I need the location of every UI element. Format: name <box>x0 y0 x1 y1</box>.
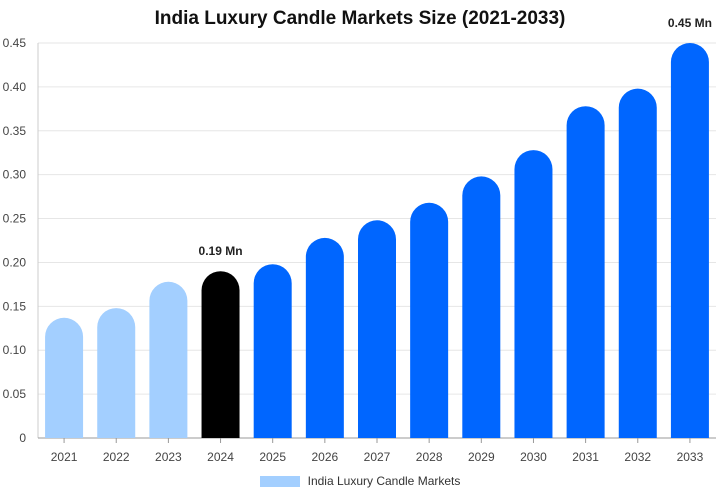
x-tick-label: 2031 <box>572 450 599 464</box>
x-tick-label: 2022 <box>103 450 130 464</box>
y-tick-label: 0.45 <box>3 36 27 50</box>
x-tick-label: 2030 <box>520 450 547 464</box>
y-tick-label: 0 <box>19 431 26 445</box>
y-tick-label: 0.15 <box>3 299 27 313</box>
bar-2033 <box>670 43 709 438</box>
bar-2027 <box>358 220 396 438</box>
chart-title: India Luxury Candle Markets Size (2021-2… <box>154 8 566 29</box>
y-tick-label: 0.20 <box>3 255 27 269</box>
bar-2023 <box>149 281 188 438</box>
bar-2031 <box>566 106 605 438</box>
y-tick-label: 0.25 <box>3 212 27 226</box>
x-tick-label: 2021 <box>51 450 78 464</box>
legend: India Luxury Candle Markets <box>0 474 720 488</box>
x-tick-label: 2027 <box>364 450 391 464</box>
x-tick-label: 2025 <box>259 450 286 464</box>
x-tick-label: 2023 <box>155 450 182 464</box>
x-tick-label: 2032 <box>624 450 651 464</box>
y-tick-label: 0.30 <box>3 168 27 182</box>
legend-swatch <box>259 475 300 487</box>
y-tick-label: 0.10 <box>3 343 27 357</box>
y-tick-label: 0.35 <box>3 124 27 138</box>
bar-2021 <box>45 317 84 438</box>
x-tick-label: 2026 <box>311 450 338 464</box>
legend-label: India Luxury Candle Markets <box>307 474 461 488</box>
data-label: 0.19 Mn <box>199 244 243 258</box>
x-tick-label: 2029 <box>468 450 495 464</box>
x-tick-label: 2028 <box>416 450 443 464</box>
bar-2032 <box>618 88 657 439</box>
bar-2022 <box>97 308 136 438</box>
bar-2025 <box>253 264 292 438</box>
x-tick-label: 2033 <box>677 450 704 464</box>
bar-2024 <box>201 271 240 438</box>
bar-2028 <box>410 202 449 438</box>
bar-2029 <box>462 176 501 438</box>
bar-2026 <box>305 237 344 438</box>
data-label: 0.45 Mn <box>668 16 712 30</box>
y-tick-label: 0.05 <box>3 387 27 401</box>
chart-plot: 0 0.05 0.10 0.15 0.20 0.25 0.30 0.35 0.40 0.45 202… <box>3 16 716 464</box>
x-tick-label: 2024 <box>207 450 234 464</box>
y-tick-label: 0.40 <box>3 80 27 94</box>
bar-2030 <box>514 150 553 439</box>
